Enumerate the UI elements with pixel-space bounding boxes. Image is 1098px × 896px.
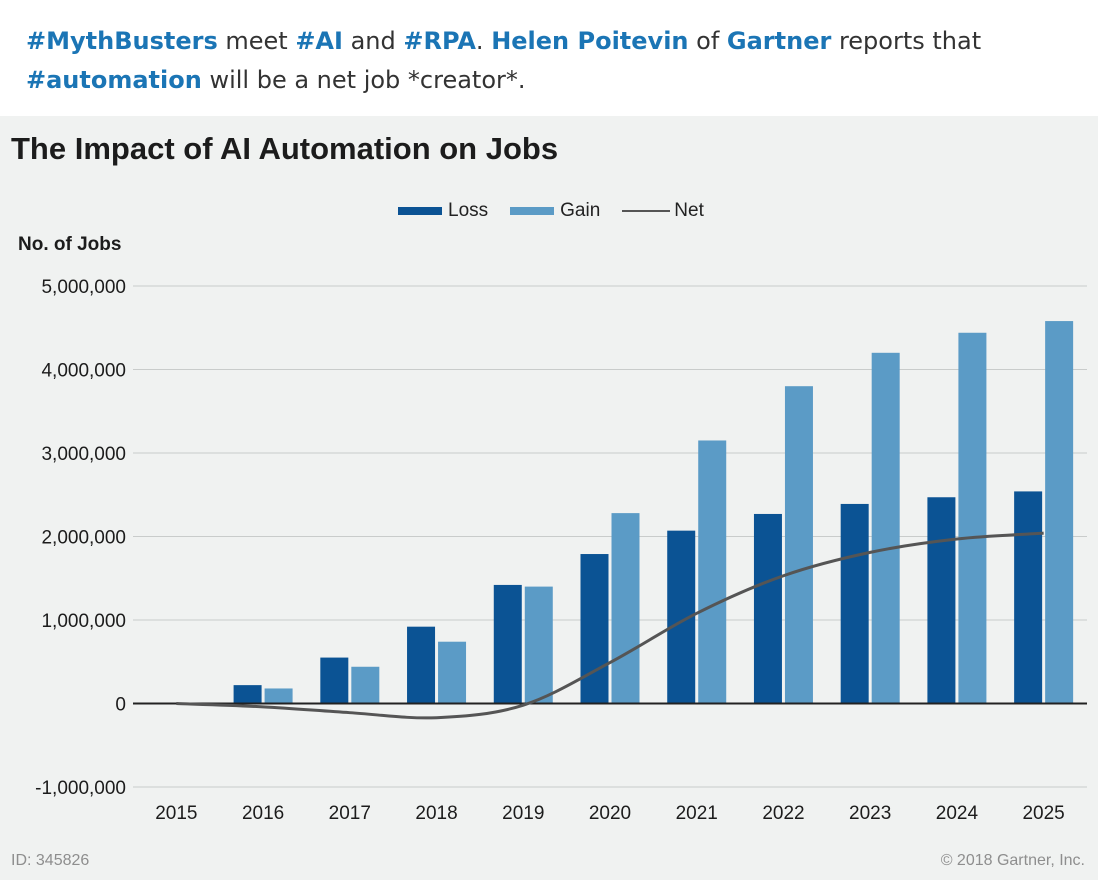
legend-item-gain: Gain — [510, 200, 600, 222]
y-tick-label: 1,000,000 — [41, 611, 126, 632]
legend-label-net: Net — [674, 200, 704, 221]
post-highlight[interactable]: #AI — [295, 27, 343, 55]
post-text-segment: will be a net job *creator*. — [201, 66, 526, 94]
y-tick-label: -1,000,000 — [35, 778, 126, 799]
chart-legend: Loss Gain Net — [398, 200, 726, 222]
x-tick-label: 2018 — [415, 803, 457, 824]
x-tick-label: 2021 — [676, 803, 718, 824]
bar-gain — [698, 440, 727, 704]
bar-gain — [784, 386, 813, 704]
post-highlight[interactable]: #MythBusters — [26, 27, 218, 55]
bar-loss — [840, 503, 869, 704]
legend-swatch-loss — [398, 207, 442, 215]
post-text-segment: . — [475, 27, 492, 55]
bar-gain — [438, 641, 467, 704]
bar-loss — [580, 554, 609, 704]
bar-gain — [958, 332, 987, 704]
bar-loss — [753, 513, 782, 704]
bar-gain — [351, 666, 380, 704]
y-tick-label: 5,000,000 — [41, 277, 126, 298]
legend-label-gain: Gain — [560, 200, 601, 221]
x-tick-label: 2023 — [849, 803, 891, 824]
bar-gain — [611, 513, 640, 704]
bar-gain — [871, 352, 900, 704]
chart-card: The Impact of AI Automation on Jobs Loss… — [0, 116, 1098, 880]
x-tick-label: 2019 — [502, 803, 544, 824]
post-highlight[interactable]: Gartner — [726, 27, 832, 55]
bar-loss — [233, 685, 262, 704]
bar-loss — [493, 584, 522, 704]
x-tick-label: 2022 — [762, 803, 804, 824]
legend-swatch-gain — [510, 207, 555, 215]
bar-loss — [407, 626, 436, 704]
bar-gain — [1045, 321, 1074, 704]
bar-gain — [524, 586, 553, 704]
post-text-segment: reports that — [831, 27, 982, 55]
x-tick-label: 2015 — [155, 803, 197, 824]
x-tick-label: 2016 — [242, 803, 284, 824]
bar-gain — [264, 688, 293, 704]
bar-loss — [927, 497, 956, 704]
x-tick-label: 2017 — [329, 803, 371, 824]
post-text-segment: of — [688, 27, 727, 55]
y-tick-label: 0 — [115, 695, 126, 716]
chart-plot-area: 5,000,000 4,000,000 3,000,000 2,000,000 1,00… — [35, 277, 1087, 824]
post-text: #MythBusters meet #AI and #RPA. Helen Po… — [26, 22, 1076, 100]
bar-loss — [1014, 491, 1043, 704]
chart-title: The Impact of AI Automation on Jobs — [11, 131, 559, 166]
chart-copyright: © 2018 Gartner, Inc. — [940, 852, 1085, 869]
y-axis-label: No. of Jobs — [18, 234, 122, 255]
y-tick-label: 3,000,000 — [41, 444, 126, 465]
post-highlight[interactable]: Helen Poitevin — [491, 27, 689, 55]
x-tick-label: 2024 — [936, 803, 979, 824]
legend-label-loss: Loss — [448, 200, 489, 221]
bar-loss — [320, 657, 349, 704]
x-tick-label: 2020 — [589, 803, 631, 824]
y-tick-label: 4,000,000 — [41, 361, 126, 382]
y-tick-label: 2,000,000 — [41, 528, 126, 549]
line-net — [176, 531, 1044, 720]
post-text-segment: meet — [217, 27, 296, 55]
legend-item-loss: Loss — [398, 200, 488, 222]
post-text-segment: and — [342, 27, 404, 55]
legend-item-net: Net — [622, 200, 704, 222]
x-tick-label: 2025 — [1022, 803, 1064, 824]
legend-swatch-net — [622, 210, 671, 212]
post-highlight[interactable]: #RPA — [403, 27, 476, 55]
post-highlight[interactable]: #automation — [26, 66, 202, 94]
chart-id: ID: 345826 — [11, 852, 90, 869]
